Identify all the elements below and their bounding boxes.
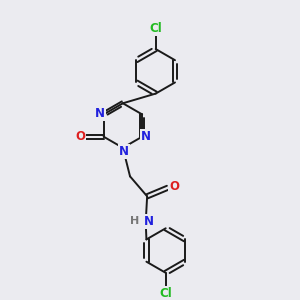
Text: N: N (119, 145, 129, 158)
Text: O: O (169, 180, 179, 193)
Text: Cl: Cl (149, 22, 162, 35)
Text: O: O (75, 130, 85, 143)
Text: N: N (144, 215, 154, 228)
Text: N: N (141, 130, 151, 143)
Text: N: N (95, 107, 105, 120)
Text: Cl: Cl (159, 287, 172, 300)
Text: H: H (130, 216, 140, 226)
